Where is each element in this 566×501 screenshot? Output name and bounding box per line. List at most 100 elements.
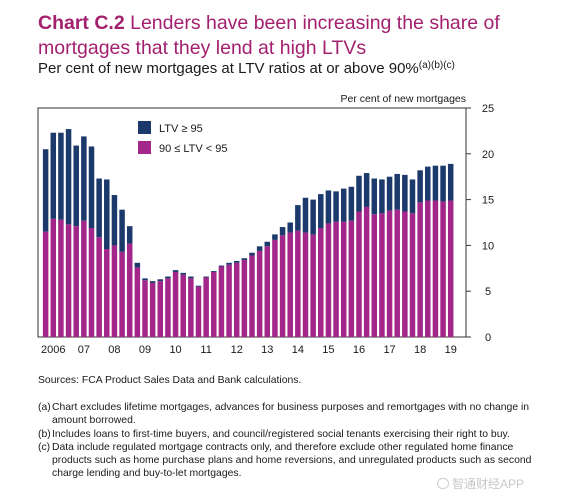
- bar-segment-ltv-90-95: [241, 260, 248, 337]
- bar-segment-ltv-95-plus: [409, 179, 416, 214]
- bar-segment-ltv-90-95: [96, 237, 102, 337]
- bar-segment-ltv-90-95: [126, 243, 133, 337]
- bar-segment-ltv-90-95: [88, 228, 95, 337]
- bar-segment-ltv-95-plus: [218, 265, 225, 267]
- bar-segment-ltv-95-plus: [111, 195, 118, 246]
- bar-segment-ltv-95-plus: [134, 262, 141, 268]
- bar-segment-ltv-95-plus: [188, 276, 194, 279]
- bar-segment-ltv-95-plus: [417, 170, 423, 203]
- bar-segment-ltv-95-plus: [348, 186, 355, 221]
- footnote-a: (a) Chart excludes lifetime mortgages, ad…: [38, 401, 538, 427]
- footnote-b-text: Includes loans to first-time buyers, and…: [52, 428, 510, 440]
- bar-segment-ltv-95-plus: [371, 178, 378, 215]
- chart-title: Chart C.2 Lenders have been increasing t…: [38, 11, 558, 61]
- bar-segment-ltv-95-plus: [203, 276, 209, 278]
- bar-segment-ltv-90-95: [233, 262, 240, 337]
- y-tick-label: 5: [485, 286, 491, 298]
- bar-segment-ltv-90-95: [279, 235, 286, 337]
- bar-segment-ltv-95-plus: [249, 252, 255, 256]
- bar-segment-ltv-95-plus: [50, 132, 57, 219]
- bar-segment-ltv-90-95: [142, 280, 148, 337]
- bar-segment-ltv-90-95: [134, 267, 141, 337]
- legend-swatch: [138, 121, 151, 134]
- source-note: Sources: FCA Product Sales Data and Bank…: [38, 375, 302, 386]
- bar-segment-ltv-90-95: [50, 218, 57, 337]
- bar-segment-ltv-95-plus: [310, 199, 316, 235]
- chart-subtitle-text: Per cent of new mortgages at LTV ratios …: [38, 60, 419, 77]
- x-tick-label: 11: [200, 344, 211, 356]
- bar-segment-ltv-90-95: [73, 226, 79, 337]
- chart-notes: Sources: FCA Product Sales Data and Bank…: [38, 374, 538, 480]
- bar-segment-ltv-95-plus: [96, 178, 102, 238]
- bar-segment-ltv-90-95: [195, 286, 202, 337]
- chart-subtitle: Per cent of new mortgages at LTV ratios …: [38, 60, 455, 77]
- bar-segment-ltv-90-95: [432, 200, 439, 337]
- x-tick-label: 2006: [41, 344, 65, 356]
- bar-segment-ltv-95-plus: [226, 262, 232, 265]
- bar-segment-ltv-95-plus: [287, 222, 293, 233]
- y-tick-label: 25: [482, 103, 494, 115]
- bar-segment-ltv-90-95: [58, 219, 64, 337]
- bar-segment-ltv-90-95: [287, 232, 293, 337]
- bar-segment-ltv-95-plus: [272, 234, 278, 240]
- y-tick-label: 15: [482, 195, 494, 207]
- bar-segment-ltv-95-plus: [379, 179, 385, 214]
- bar-segment-ltv-90-95: [226, 264, 232, 337]
- bar-segment-ltv-90-95: [394, 209, 400, 337]
- bar-segment-ltv-95-plus: [394, 173, 400, 210]
- bar-segment-ltv-95-plus: [447, 163, 454, 201]
- bar-segment-ltv-90-95: [333, 221, 339, 337]
- x-tick-label: 09: [139, 344, 151, 356]
- bar-segment-ltv-90-95: [203, 277, 209, 337]
- bar-segment-ltv-90-95: [264, 246, 271, 337]
- bar-segment-ltv-90-95: [104, 249, 110, 337]
- x-tick-label: 10: [169, 344, 181, 356]
- x-tick-label: 12: [231, 344, 243, 356]
- bar-segment-ltv-95-plus: [58, 132, 64, 220]
- bar-segment-ltv-90-95: [302, 232, 309, 337]
- bar-segment-ltv-95-plus: [104, 179, 110, 250]
- bar-segment-ltv-90-95: [295, 230, 301, 337]
- watermark-text: 智通财经APP: [452, 477, 525, 491]
- y-tick-label: 0: [485, 332, 491, 344]
- bar-segment-ltv-90-95: [211, 271, 217, 337]
- bar-segment-ltv-95-plus: [356, 175, 362, 212]
- footnote-b: (b) Includes loans to first-time buyers, …: [38, 428, 538, 441]
- bar-segment-ltv-90-95: [188, 278, 194, 337]
- y-tick-label: 10: [482, 240, 494, 252]
- bar-segment-ltv-90-95: [256, 250, 263, 337]
- bar-segment-ltv-90-95: [249, 255, 255, 337]
- bar-segment-ltv-90-95: [172, 271, 179, 337]
- bar-segment-ltv-95-plus: [88, 146, 95, 228]
- watermark: 智通财经APP: [437, 475, 524, 492]
- bar-segment-ltv-90-95: [425, 200, 431, 337]
- chart-number: Chart C.2: [38, 12, 125, 34]
- chart-subtitle-notes: (a)(b)(c): [418, 60, 455, 71]
- x-tick-label: 14: [292, 344, 304, 356]
- bar-segment-ltv-95-plus: [165, 276, 171, 279]
- footnote-a-label: (a): [38, 402, 51, 414]
- bar-segment-ltv-95-plus: [432, 165, 439, 201]
- bar-segment-ltv-95-plus: [149, 281, 156, 283]
- bar-segment-ltv-90-95: [180, 274, 186, 337]
- bar-segment-ltv-95-plus: [241, 258, 248, 261]
- bar-segment-ltv-90-95: [111, 245, 118, 337]
- bar-segment-ltv-90-95: [81, 220, 87, 337]
- bar-segment-ltv-95-plus: [318, 194, 324, 228]
- bar-segment-ltv-90-95: [440, 201, 446, 337]
- wechat-icon: [437, 478, 449, 489]
- x-tick-label: 17: [383, 344, 395, 356]
- bar-segment-ltv-95-plus: [440, 165, 446, 202]
- bar-segment-ltv-95-plus: [81, 136, 87, 221]
- footnote-c-text: Data include regulated mortgage contract…: [52, 441, 532, 480]
- bar-segment-ltv-95-plus: [302, 197, 309, 233]
- bar-segment-ltv-90-95: [371, 214, 378, 337]
- bar-segment-ltv-95-plus: [126, 226, 133, 244]
- bar-segment-ltv-90-95: [149, 282, 156, 337]
- x-tick-label: 15: [322, 344, 334, 356]
- bar-segment-ltv-90-95: [218, 266, 225, 337]
- stacked-bar-chart: 0 5 10 15 20 25 Per cent of new mortgages 2006 0…: [37, 93, 494, 356]
- bar-segment-ltv-95-plus: [142, 278, 148, 281]
- bar-segment-ltv-90-95: [119, 251, 125, 337]
- bar-segment-ltv-95-plus: [264, 241, 271, 247]
